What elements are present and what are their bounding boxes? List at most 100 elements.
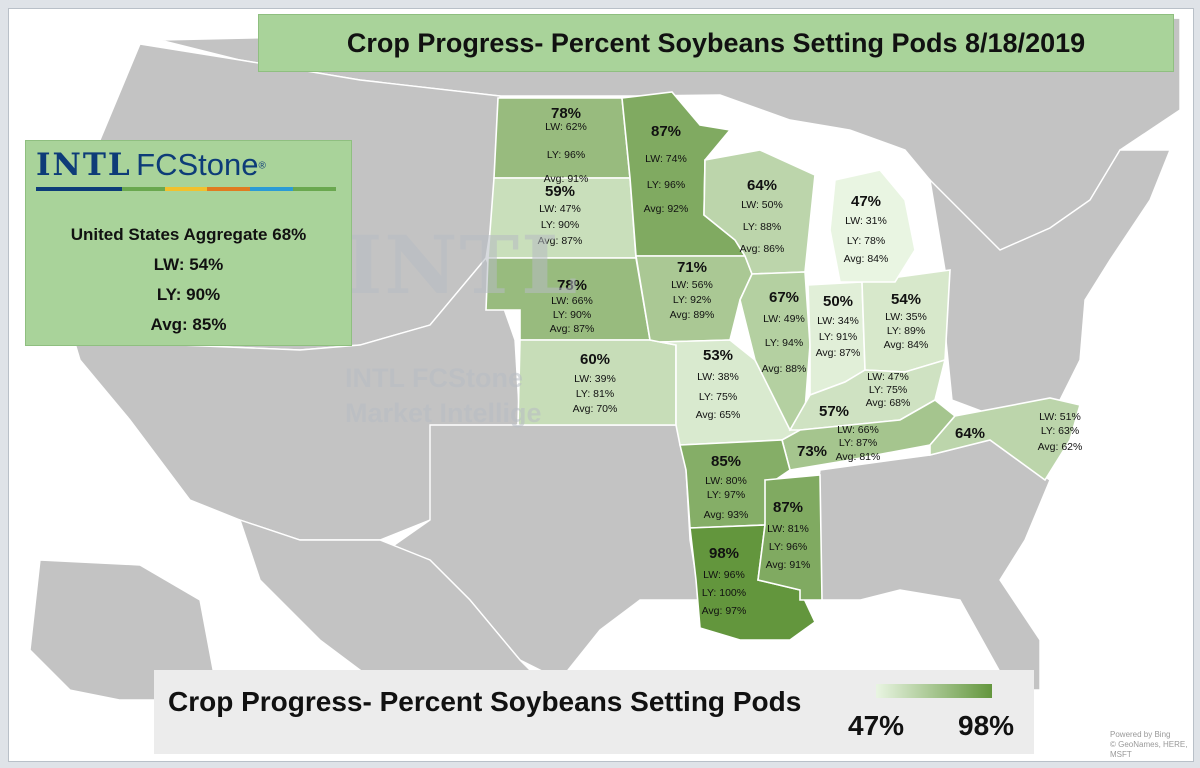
credit-line-1: Powered by Bing (1110, 730, 1171, 739)
state-ly-mississippi: LY: 96% (769, 541, 807, 553)
state-avg-minnesota: Avg: 92% (644, 203, 689, 215)
state-avg-wisconsin: Avg: 86% (740, 243, 785, 255)
watermark-line2: Market Intellige (345, 398, 542, 428)
state-pct-wisconsin: 64% (747, 177, 777, 194)
state-lw-south-dakota: LW: 47% (539, 203, 581, 215)
logo-stripe (36, 187, 337, 191)
state-pct-louisiana: 98% (709, 545, 739, 562)
state-lw-wisconsin: LW: 50% (741, 199, 783, 211)
state-lw-kansas: LW: 39% (574, 373, 616, 385)
state-lw-north-dakota: LW: 62% (545, 121, 587, 133)
state-michigan[interactable] (829, 169, 916, 283)
state-ly-wisconsin: LY: 88% (743, 221, 781, 233)
state-pct-missouri: 53% (703, 347, 733, 364)
state-ly-kentucky: LY: 75% (869, 384, 907, 396)
state-lw-michigan: LW: 31% (845, 215, 887, 227)
state-lw-arkansas: LW: 80% (705, 475, 747, 487)
aggregate-lw: LW: 54% (153, 255, 224, 274)
state-ly-indiana: LY: 91% (819, 331, 857, 343)
state-avg-kansas: Avg: 70% (573, 403, 618, 415)
state-lw-mississippi: LW: 81% (767, 523, 809, 535)
state-ly-arkansas: LY: 97% (707, 489, 745, 501)
states-layer (485, 91, 1082, 641)
legend: Crop Progress- Percent Soybeans Setting … (154, 670, 1034, 754)
state-pct-illinois: 67% (769, 289, 799, 306)
legend-max-label: 98% (958, 710, 1015, 741)
state-pct-kentucky: 57% (819, 403, 849, 420)
state-ly-minnesota: LY: 96% (647, 179, 685, 191)
state-ly-michigan: LY: 78% (847, 235, 885, 247)
state-pct-south-dakota: 59% (545, 183, 575, 200)
state-ly-north-dakota: LY: 96% (547, 149, 585, 161)
logo-registered: ® (258, 160, 266, 172)
state-lw-minnesota: LW: 74% (645, 153, 687, 165)
state-pct-north-carolina: 64% (955, 425, 985, 442)
state-pct-indiana: 50% (823, 293, 853, 310)
state-ly-north-carolina: LY: 63% (1041, 425, 1079, 437)
state-lw-ohio: LW: 35% (885, 311, 927, 323)
state-avg-mississippi: Avg: 91% (766, 559, 811, 571)
state-avg-south-dakota: Avg: 87% (538, 235, 583, 247)
state-ly-kansas: LY: 81% (576, 388, 614, 400)
state-avg-arkansas: Avg: 93% (704, 509, 749, 521)
state-north-carolina[interactable] (929, 397, 1082, 482)
state-pct-ohio: 54% (891, 291, 921, 308)
state-mississippi[interactable] (757, 474, 823, 601)
state-lw-kentucky: LW: 47% (867, 371, 909, 383)
legend-color-ramp (876, 684, 992, 698)
legend-title: Crop Progress- Percent Soybeans Setting … (168, 686, 802, 717)
state-ly-iowa: LY: 92% (673, 294, 711, 306)
state-pct-michigan: 47% (851, 193, 881, 210)
state-ly-missouri: LY: 75% (699, 391, 737, 403)
state-ly-ohio: LY: 89% (887, 325, 925, 337)
state-lw-nebraska: LW: 66% (551, 295, 593, 307)
map-credit: Powered by Bing © GeoNames, HERE, MSFT (1110, 730, 1200, 760)
state-avg-missouri: Avg: 65% (696, 409, 741, 421)
aggregate-ly: LY: 90% (156, 285, 221, 304)
state-avg-kentucky: Avg: 68% (866, 397, 911, 409)
state-avg-nebraska: Avg: 87% (550, 323, 595, 335)
state-pct-north-dakota: 78% (551, 105, 581, 122)
state-lw-north-carolina: LW: 51% (1039, 411, 1081, 423)
state-pct-mississippi: 87% (773, 499, 803, 516)
watermark: INTL INTL FCStone Market Intellige (345, 225, 579, 427)
state-lw-louisiana: LW: 96% (703, 569, 745, 581)
state-avg-north-dakota: Avg: 91% (544, 173, 589, 185)
state-ly-louisiana: LY: 100% (702, 587, 746, 599)
state-lw-missouri: LW: 38% (697, 371, 739, 383)
watermark-big: INTL (345, 218, 580, 312)
aggregate-avg: Avg: 85% (150, 315, 227, 334)
state-avg-tennessee: Avg: 81% (836, 451, 881, 463)
state-lw-illinois: LW: 49% (763, 313, 805, 325)
logo-intl: INTL (36, 147, 132, 183)
aggregate-panel: INTL FCStone® United States Aggregate 68… (25, 140, 352, 346)
state-ly-nebraska: LY: 90% (553, 309, 591, 321)
state-lw-indiana: LW: 34% (817, 315, 859, 327)
state-pct-kansas: 60% (580, 351, 610, 368)
state-ly-tennessee: LY: 87% (839, 437, 877, 449)
state-avg-michigan: Avg: 84% (844, 253, 889, 265)
page-title: Crop Progress- Percent Soybeans Setting … (258, 14, 1174, 72)
legend-min-label: 47% (848, 710, 905, 741)
state-lw-iowa: LW: 56% (671, 279, 713, 291)
state-ly-illinois: LY: 94% (765, 337, 803, 349)
state-pct-nebraska: 78% (557, 277, 587, 294)
state-avg-iowa: Avg: 89% (670, 309, 715, 321)
state-pct-iowa: 71% (677, 259, 707, 276)
state-pct-tennessee: 73% (797, 443, 827, 460)
state-avg-ohio: Avg: 84% (884, 339, 929, 351)
state-pct-minnesota: 87% (651, 123, 681, 140)
logo-fcstone: FCStone (136, 147, 259, 182)
state-ly-south-dakota: LY: 90% (541, 219, 579, 231)
state-avg-louisiana: Avg: 97% (702, 605, 747, 617)
state-avg-indiana: Avg: 87% (816, 347, 861, 359)
state-avg-illinois: Avg: 88% (762, 363, 807, 375)
labels-layer: 78%LW: 62%LY: 96%Avg: 91%87%LW: 74%LY: 9… (538, 105, 1083, 617)
state-pct-arkansas: 85% (711, 453, 741, 470)
intl-fcstone-logo: INTL FCStone® (32, 147, 344, 195)
state-lw-tennessee: LW: 66% (837, 424, 879, 436)
state-avg-north-carolina: Avg: 62% (1038, 441, 1083, 453)
aggregate-headline: United States Aggregate 68% (70, 225, 307, 244)
credit-line-2: © GeoNames, HERE, MSFT (1110, 740, 1188, 759)
